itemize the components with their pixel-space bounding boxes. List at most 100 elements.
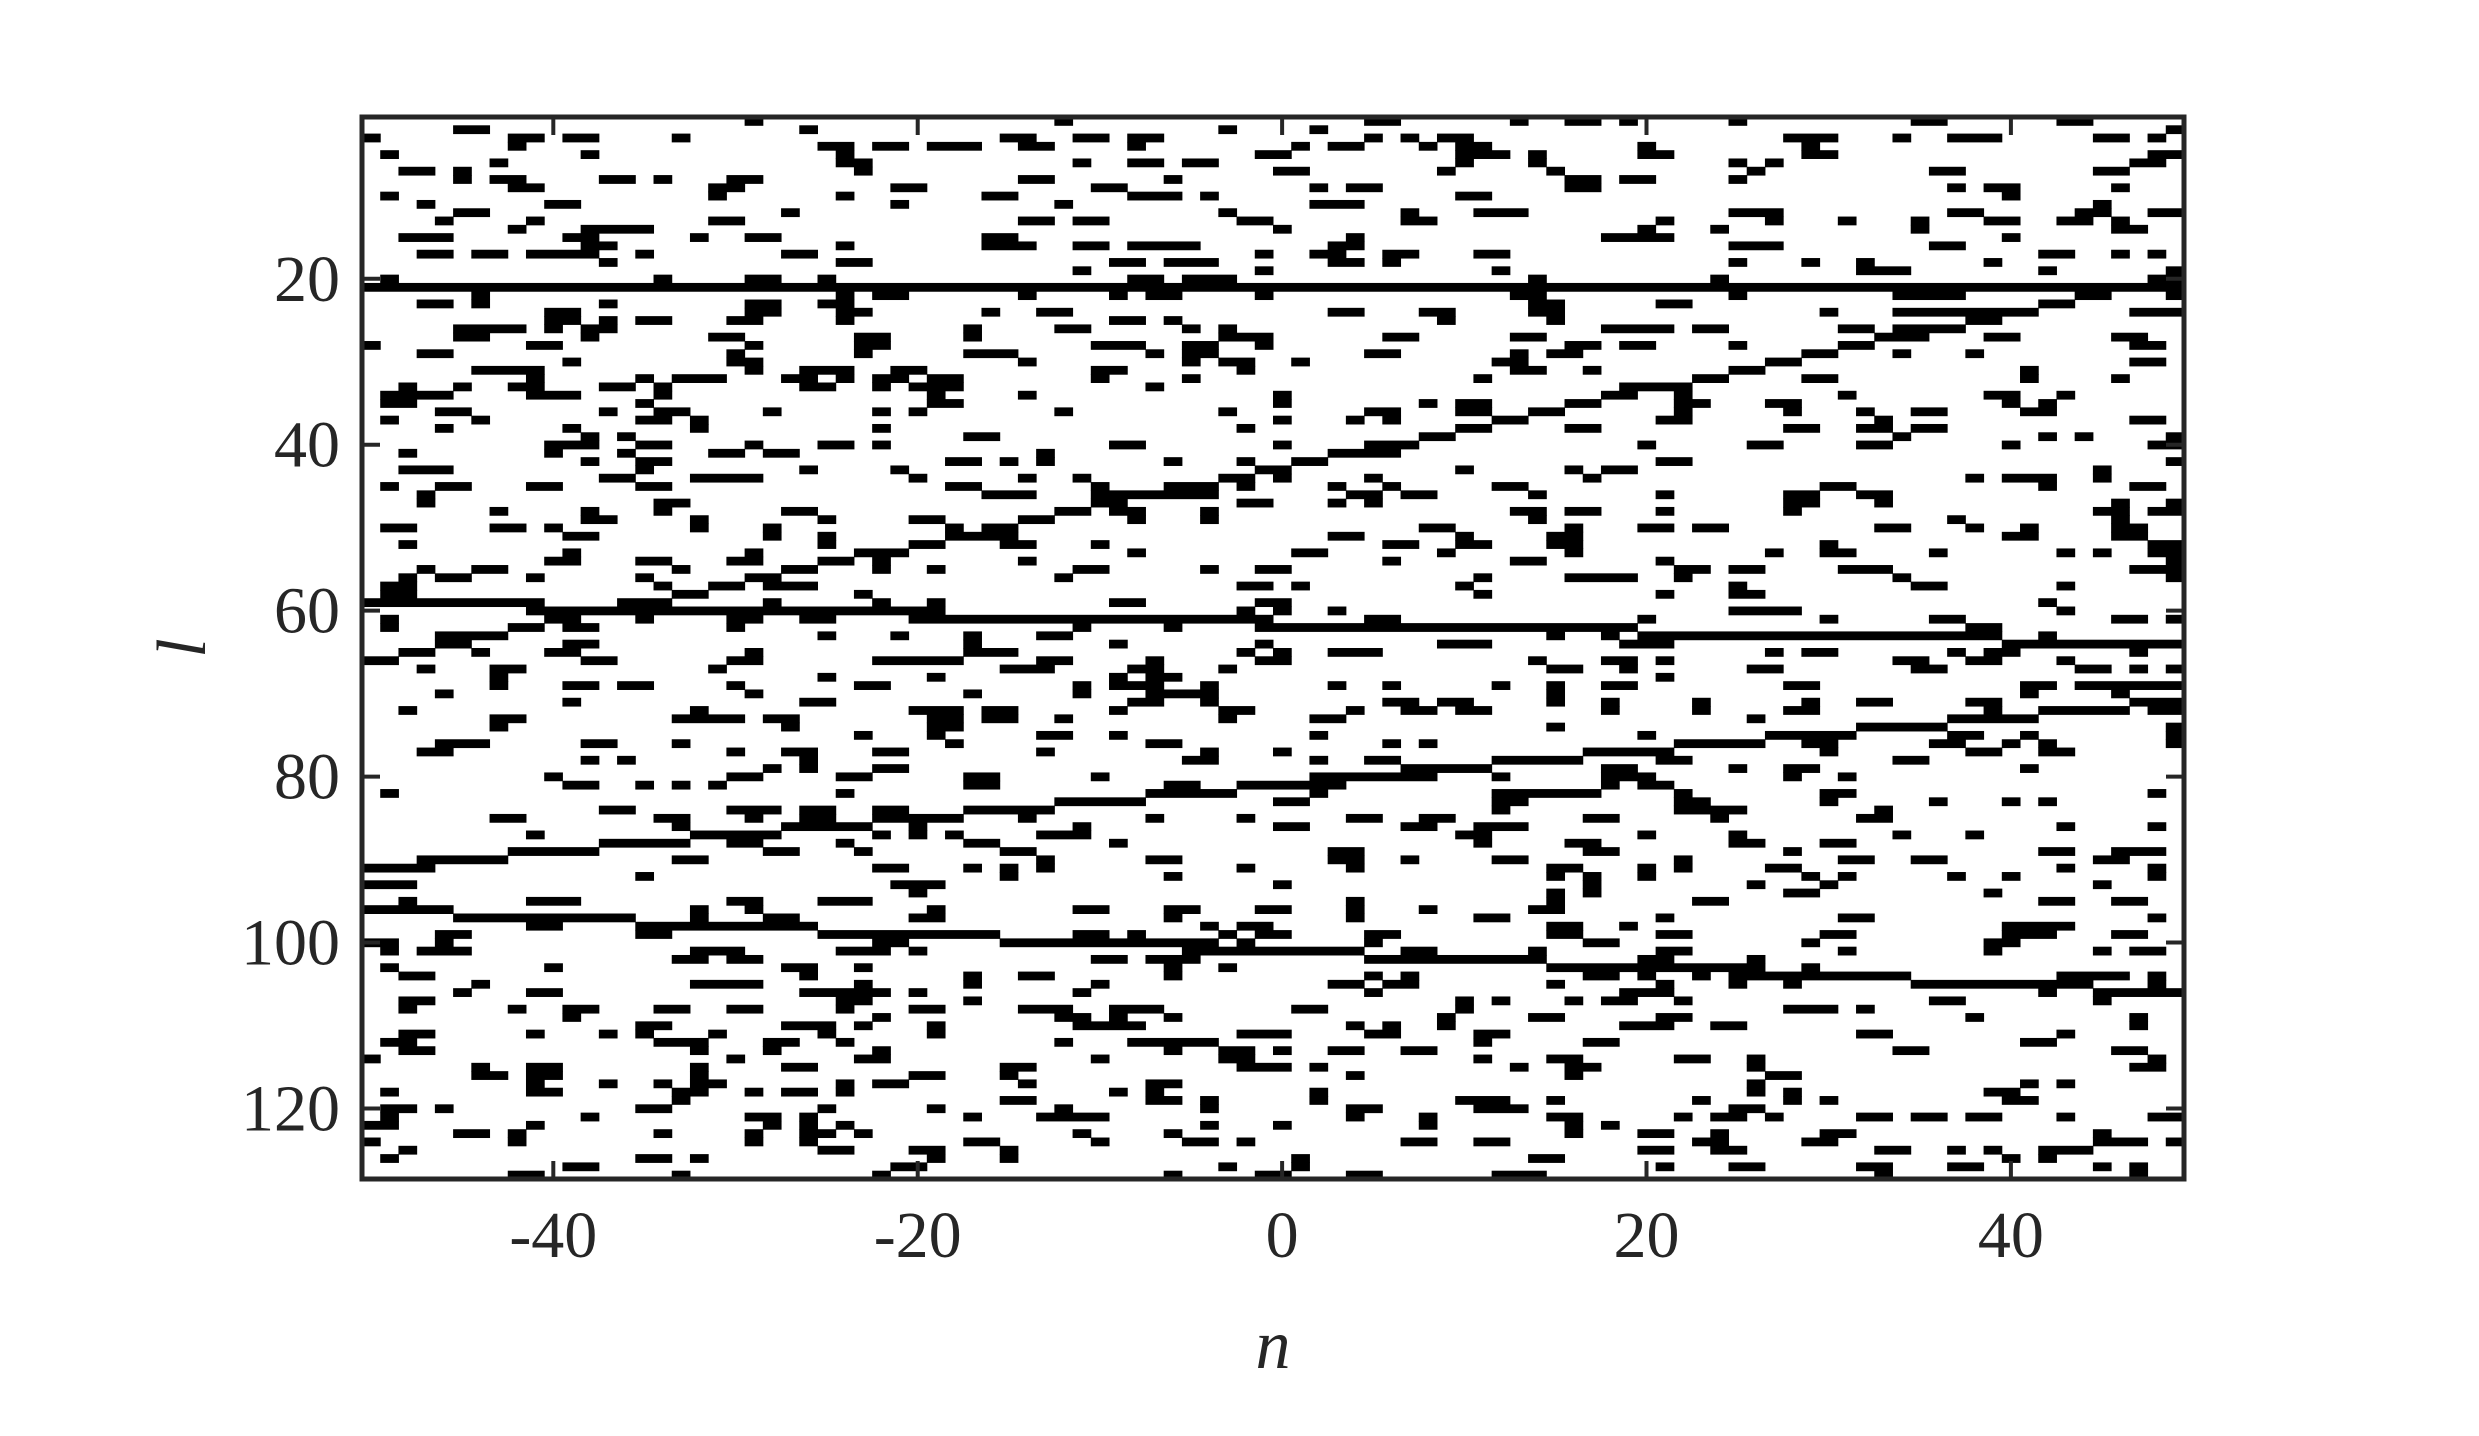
heatmap-cell: [781, 1087, 818, 1097]
heatmap-cell: [1054, 714, 1074, 724]
heatmap-cell: [1509, 291, 1547, 301]
heatmap-cell: [1856, 423, 1893, 433]
heatmap-cell: [1200, 515, 1219, 525]
heatmap-cell: [1054, 506, 1092, 516]
heatmap-cell: [1874, 498, 1893, 508]
heatmap-cell: [726, 656, 764, 666]
heatmap-cell: [2056, 863, 2076, 873]
heatmap-cell: [1436, 316, 1456, 325]
heatmap-cell: [1546, 963, 1766, 973]
heatmap-cell: [1072, 216, 1110, 226]
heatmap-cell: [835, 241, 855, 251]
heatmap-cell: [1364, 1029, 1402, 1039]
heatmap-cell: [1910, 423, 1948, 433]
heatmap-cell: [1473, 838, 1493, 848]
heatmap-cell: [2147, 150, 2185, 159]
heatmap-cell: [380, 623, 399, 632]
heatmap-cell: [1364, 614, 1402, 624]
heatmap-cell: [635, 872, 655, 881]
heatmap-cell: [598, 473, 636, 483]
heatmap-cell: [1819, 1129, 1857, 1139]
heatmap-cell: [872, 556, 891, 566]
heatmap-cell: [1491, 755, 1584, 765]
heatmap-cell: [1181, 755, 1219, 765]
heatmap-cell: [1072, 565, 1110, 574]
heatmap-cell: [1783, 706, 1821, 715]
heatmap-cell: [2020, 523, 2039, 533]
heatmap-cell: [1309, 199, 1365, 209]
heatmap-cell: [1345, 863, 1365, 873]
heatmap-cell: [380, 482, 399, 491]
heatmap-cell: [817, 515, 837, 525]
heatmap-cell: [380, 1104, 418, 1114]
y-tick-label: 100: [241, 907, 340, 980]
heatmap-cell: [1673, 1112, 1693, 1122]
heatmap-cell: [817, 440, 855, 450]
heatmap-cell: [1983, 216, 2021, 226]
heatmap-cell: [1127, 141, 1146, 151]
heatmap-cell: [1291, 357, 1310, 367]
heatmap-cell: [635, 573, 655, 583]
heatmap-cell: [2111, 183, 2130, 193]
heatmap-cell: [562, 697, 582, 707]
heatmap-cells: [362, 117, 2185, 1180]
heatmap-cell: [653, 581, 673, 591]
heatmap-cell: [2147, 971, 2167, 981]
heatmap-cell: [963, 838, 1001, 848]
heatmap-cell: [1181, 374, 1201, 383]
heatmap-cell: [1710, 1145, 1748, 1155]
heatmap-cell: [926, 730, 946, 740]
heatmap-cell: [999, 863, 1019, 873]
heatmap-cell: [762, 764, 782, 773]
heatmap-cell: [2129, 565, 2185, 574]
heatmap-cell: [398, 465, 454, 475]
heatmap-cell: [744, 648, 764, 657]
heatmap-cell: [1582, 971, 1620, 981]
heatmap-cell: [1983, 1087, 2021, 1097]
heatmap-cell: [1655, 930, 1693, 939]
heatmap-cell: [2147, 789, 2167, 798]
heatmap-cell: [1364, 440, 1420, 450]
heatmap-cell: [2056, 822, 2076, 832]
heatmap-cell: [1345, 896, 1365, 906]
heatmap-cell: [1692, 523, 1729, 533]
heatmap-cell: [1163, 316, 1183, 325]
heatmap-cell: [1072, 681, 1092, 690]
heatmap-cell: [416, 498, 436, 508]
heatmap-cell: [2056, 1029, 2076, 1039]
heatmap-cell: [2092, 1162, 2112, 1172]
heatmap-cell: [434, 407, 472, 417]
heatmap-cell: [2129, 482, 2167, 491]
heatmap-cell: [1764, 158, 1784, 168]
heatmap-cell: [1109, 291, 1128, 301]
heatmap-cell: [1345, 1112, 1365, 1122]
heatmap-cell: [1473, 1029, 1511, 1039]
heatmap-cell: [2038, 631, 2057, 641]
heatmap-cell: [1200, 191, 1219, 201]
heatmap-cell: [689, 1046, 709, 1056]
heatmap-cell: [2129, 946, 2167, 956]
heatmap-cell: [708, 581, 746, 591]
heatmap-cell: [762, 1120, 782, 1130]
heatmap-cell: [544, 440, 600, 450]
heatmap-cell: [1491, 772, 1511, 782]
heatmap-cell: [2111, 498, 2130, 508]
heatmap-cell: [635, 1154, 673, 1163]
heatmap-cell: [1163, 971, 1183, 981]
heatmap-cell: [2129, 1170, 2149, 1180]
heatmap-cell: [1509, 556, 1547, 566]
heatmap-cell: [1928, 548, 1948, 558]
heatmap-cell: [2111, 515, 2130, 525]
heatmap-cell: [1345, 183, 1383, 193]
heatmap-cell: [453, 208, 491, 218]
heatmap-cell: [416, 349, 454, 359]
heatmap-cell: [835, 772, 873, 782]
heatmap-cell: [853, 979, 873, 989]
heatmap-cell: [489, 672, 509, 682]
heatmap-cell: [999, 1096, 1037, 1105]
heatmap-cell: [853, 847, 873, 856]
heatmap-cell: [1345, 1104, 1383, 1114]
heatmap-cell: [945, 739, 964, 749]
heatmap-cell: [1054, 797, 1146, 807]
heatmap-cell: [635, 465, 655, 475]
